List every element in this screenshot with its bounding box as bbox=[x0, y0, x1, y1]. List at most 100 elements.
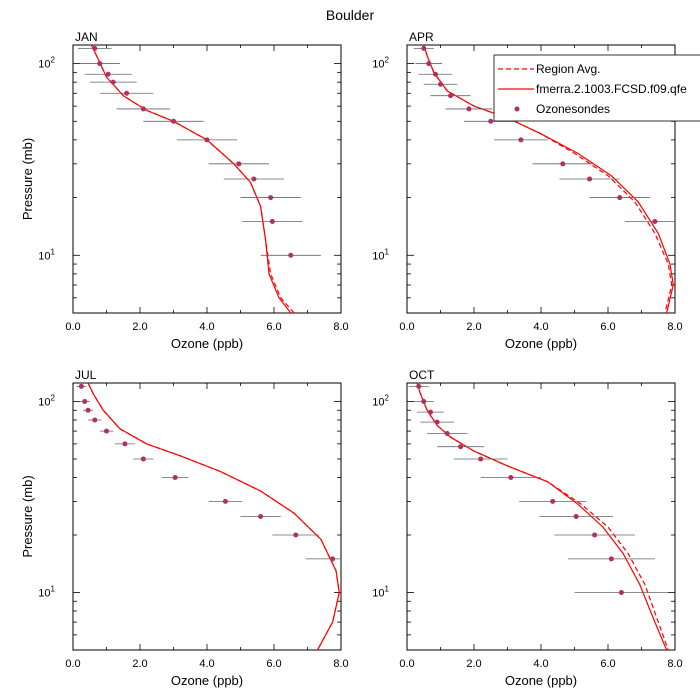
ozonesonde-point bbox=[204, 137, 210, 143]
ozonesonde-point bbox=[573, 514, 579, 519]
ozonesonde-point bbox=[258, 514, 264, 519]
ozonesonde-point bbox=[171, 118, 176, 124]
y-tick-label: 101 bbox=[372, 247, 389, 262]
ozonesonde-point bbox=[92, 45, 98, 51]
ozonesonde-point bbox=[508, 475, 514, 481]
ozonesonde-point bbox=[426, 61, 432, 67]
ozonesonde-point bbox=[488, 118, 494, 124]
x-tick-label: 8.0 bbox=[333, 658, 348, 670]
legend-marker bbox=[514, 106, 520, 112]
x-tick-label: 4.0 bbox=[199, 658, 214, 670]
y-tick-label: 102 bbox=[38, 56, 55, 71]
x-axis-title: Ozone (ppb) bbox=[505, 673, 577, 688]
x-tick-label: 2.0 bbox=[466, 658, 481, 670]
ozonesonde-point bbox=[438, 81, 443, 87]
plot-area bbox=[413, 45, 675, 313]
figure-title: Boulder bbox=[326, 7, 375, 23]
ozonesonde-point bbox=[618, 590, 624, 596]
x-tick-label: 8.0 bbox=[667, 321, 682, 333]
ozonesonde-point bbox=[140, 106, 146, 112]
legend-box bbox=[493, 54, 700, 122]
ozonesonde-point bbox=[518, 137, 524, 143]
legend-label: Region Avg. bbox=[536, 62, 601, 76]
y-tick-label: 101 bbox=[38, 247, 55, 262]
x-tick-label: 0.0 bbox=[65, 321, 80, 333]
ozonesonde-point bbox=[560, 161, 566, 167]
ozonesonde-point bbox=[104, 428, 109, 434]
ozonesonde-point bbox=[97, 61, 103, 67]
x-axis-title: Ozone (ppb) bbox=[171, 673, 243, 688]
legend-label: fmerra.2.1003.FCSD.f09.qfe bbox=[536, 82, 687, 96]
ozonesonde-point bbox=[251, 176, 257, 182]
ozonesonde-point bbox=[458, 444, 464, 450]
panel-label: OCT bbox=[409, 368, 435, 382]
ozonesonde-point bbox=[288, 252, 294, 258]
panel-label: JUL bbox=[75, 368, 97, 382]
ozonesonde-point bbox=[172, 475, 178, 481]
x-tick-label: 6.0 bbox=[600, 658, 615, 670]
ozonesonde-point bbox=[466, 106, 472, 112]
x-tick-label: 0.0 bbox=[65, 658, 80, 670]
ozonesonde-point bbox=[124, 90, 130, 96]
ozonesonde-point bbox=[432, 71, 438, 77]
x-tick-label: 8.0 bbox=[333, 321, 348, 333]
ozonesonde-point bbox=[236, 161, 242, 167]
legend: Region Avg. fmerra.2.1003.FCSD.f09.qfe Ozo… bbox=[493, 54, 700, 122]
ozonesonde-point bbox=[416, 383, 422, 389]
ozonesonde-point bbox=[269, 219, 275, 225]
ozonesonde-point bbox=[434, 419, 440, 425]
region-avg-line bbox=[90, 45, 295, 313]
plot-area bbox=[76, 383, 341, 650]
y-tick-label: 102 bbox=[372, 394, 389, 409]
ozonesonde-point bbox=[105, 71, 111, 77]
ozonesonde-point bbox=[550, 498, 556, 504]
x-tick-label: 8.0 bbox=[667, 658, 682, 670]
panel-jul: JUL 0.0 2.0 4.0 6.0 8.0 101 102 Ozone (ppb) Press… bbox=[20, 368, 349, 688]
x-tick-label: 2.0 bbox=[132, 321, 147, 333]
x-axis-title: Ozone (ppb) bbox=[171, 336, 243, 351]
panel-jan: JAN 0.0 2.0 4.0 6.0 8.0 101 102 Ozone (ppb) Press… bbox=[20, 30, 349, 351]
ozonesonde-point bbox=[140, 456, 146, 462]
x-tick-label: 2.0 bbox=[132, 658, 147, 670]
ozonesonde-point bbox=[293, 532, 299, 538]
x-axis-title: Ozone (ppb) bbox=[505, 336, 577, 351]
ozonesonde-point bbox=[444, 430, 450, 436]
ozonesonde-point bbox=[82, 399, 88, 405]
ozonesonde-point bbox=[78, 383, 84, 389]
x-tick-label: 6.0 bbox=[266, 321, 281, 333]
ozonesonde-point bbox=[617, 195, 623, 201]
y-tick-label: 102 bbox=[38, 394, 55, 409]
ozonesonde-point bbox=[85, 407, 91, 413]
ozonesonde-point bbox=[448, 93, 454, 99]
y-tick-label: 101 bbox=[372, 585, 389, 600]
x-tick-label: 0.0 bbox=[399, 658, 414, 670]
ozonesonde-point bbox=[330, 556, 336, 562]
ozonesonde-point bbox=[652, 219, 658, 225]
ozonesonde-point bbox=[478, 456, 484, 462]
x-tick-label: 6.0 bbox=[600, 321, 615, 333]
x-tick-label: 2.0 bbox=[466, 321, 481, 333]
ozonesonde-point bbox=[110, 79, 116, 85]
ozonesonde-point bbox=[92, 417, 98, 423]
model-line bbox=[87, 383, 340, 650]
x-tick-label: 0.0 bbox=[399, 321, 414, 333]
legend-label: Ozonesondes bbox=[536, 102, 610, 116]
x-tick-label: 4.0 bbox=[533, 321, 548, 333]
ozonesonde-point bbox=[608, 556, 614, 562]
plot-frame bbox=[72, 382, 342, 651]
y-axis-title: Pressure (mb) bbox=[20, 475, 35, 557]
plot-area bbox=[408, 383, 669, 650]
x-tick-label: 6.0 bbox=[266, 658, 281, 670]
y-tick-label: 101 bbox=[38, 585, 55, 600]
y-axis-title: Pressure (mb) bbox=[20, 138, 35, 220]
y-tick-label: 102 bbox=[372, 56, 389, 71]
panel-oct: OCT 0.0 2.0 4.0 6.0 8.0 101 102 Ozone (ppb) bbox=[372, 368, 682, 688]
ozonesonde-point bbox=[427, 409, 433, 415]
x-tick-label: 4.0 bbox=[199, 321, 214, 333]
ozonesonde-point bbox=[421, 45, 427, 51]
ozonesonde-point bbox=[592, 532, 598, 538]
panel-apr: APR 0.0 2.0 4.0 6.0 8.0 101 102 Ozone (ppb) bbox=[372, 30, 682, 351]
plot-area bbox=[78, 45, 321, 313]
ozonesonde-point bbox=[421, 399, 427, 405]
